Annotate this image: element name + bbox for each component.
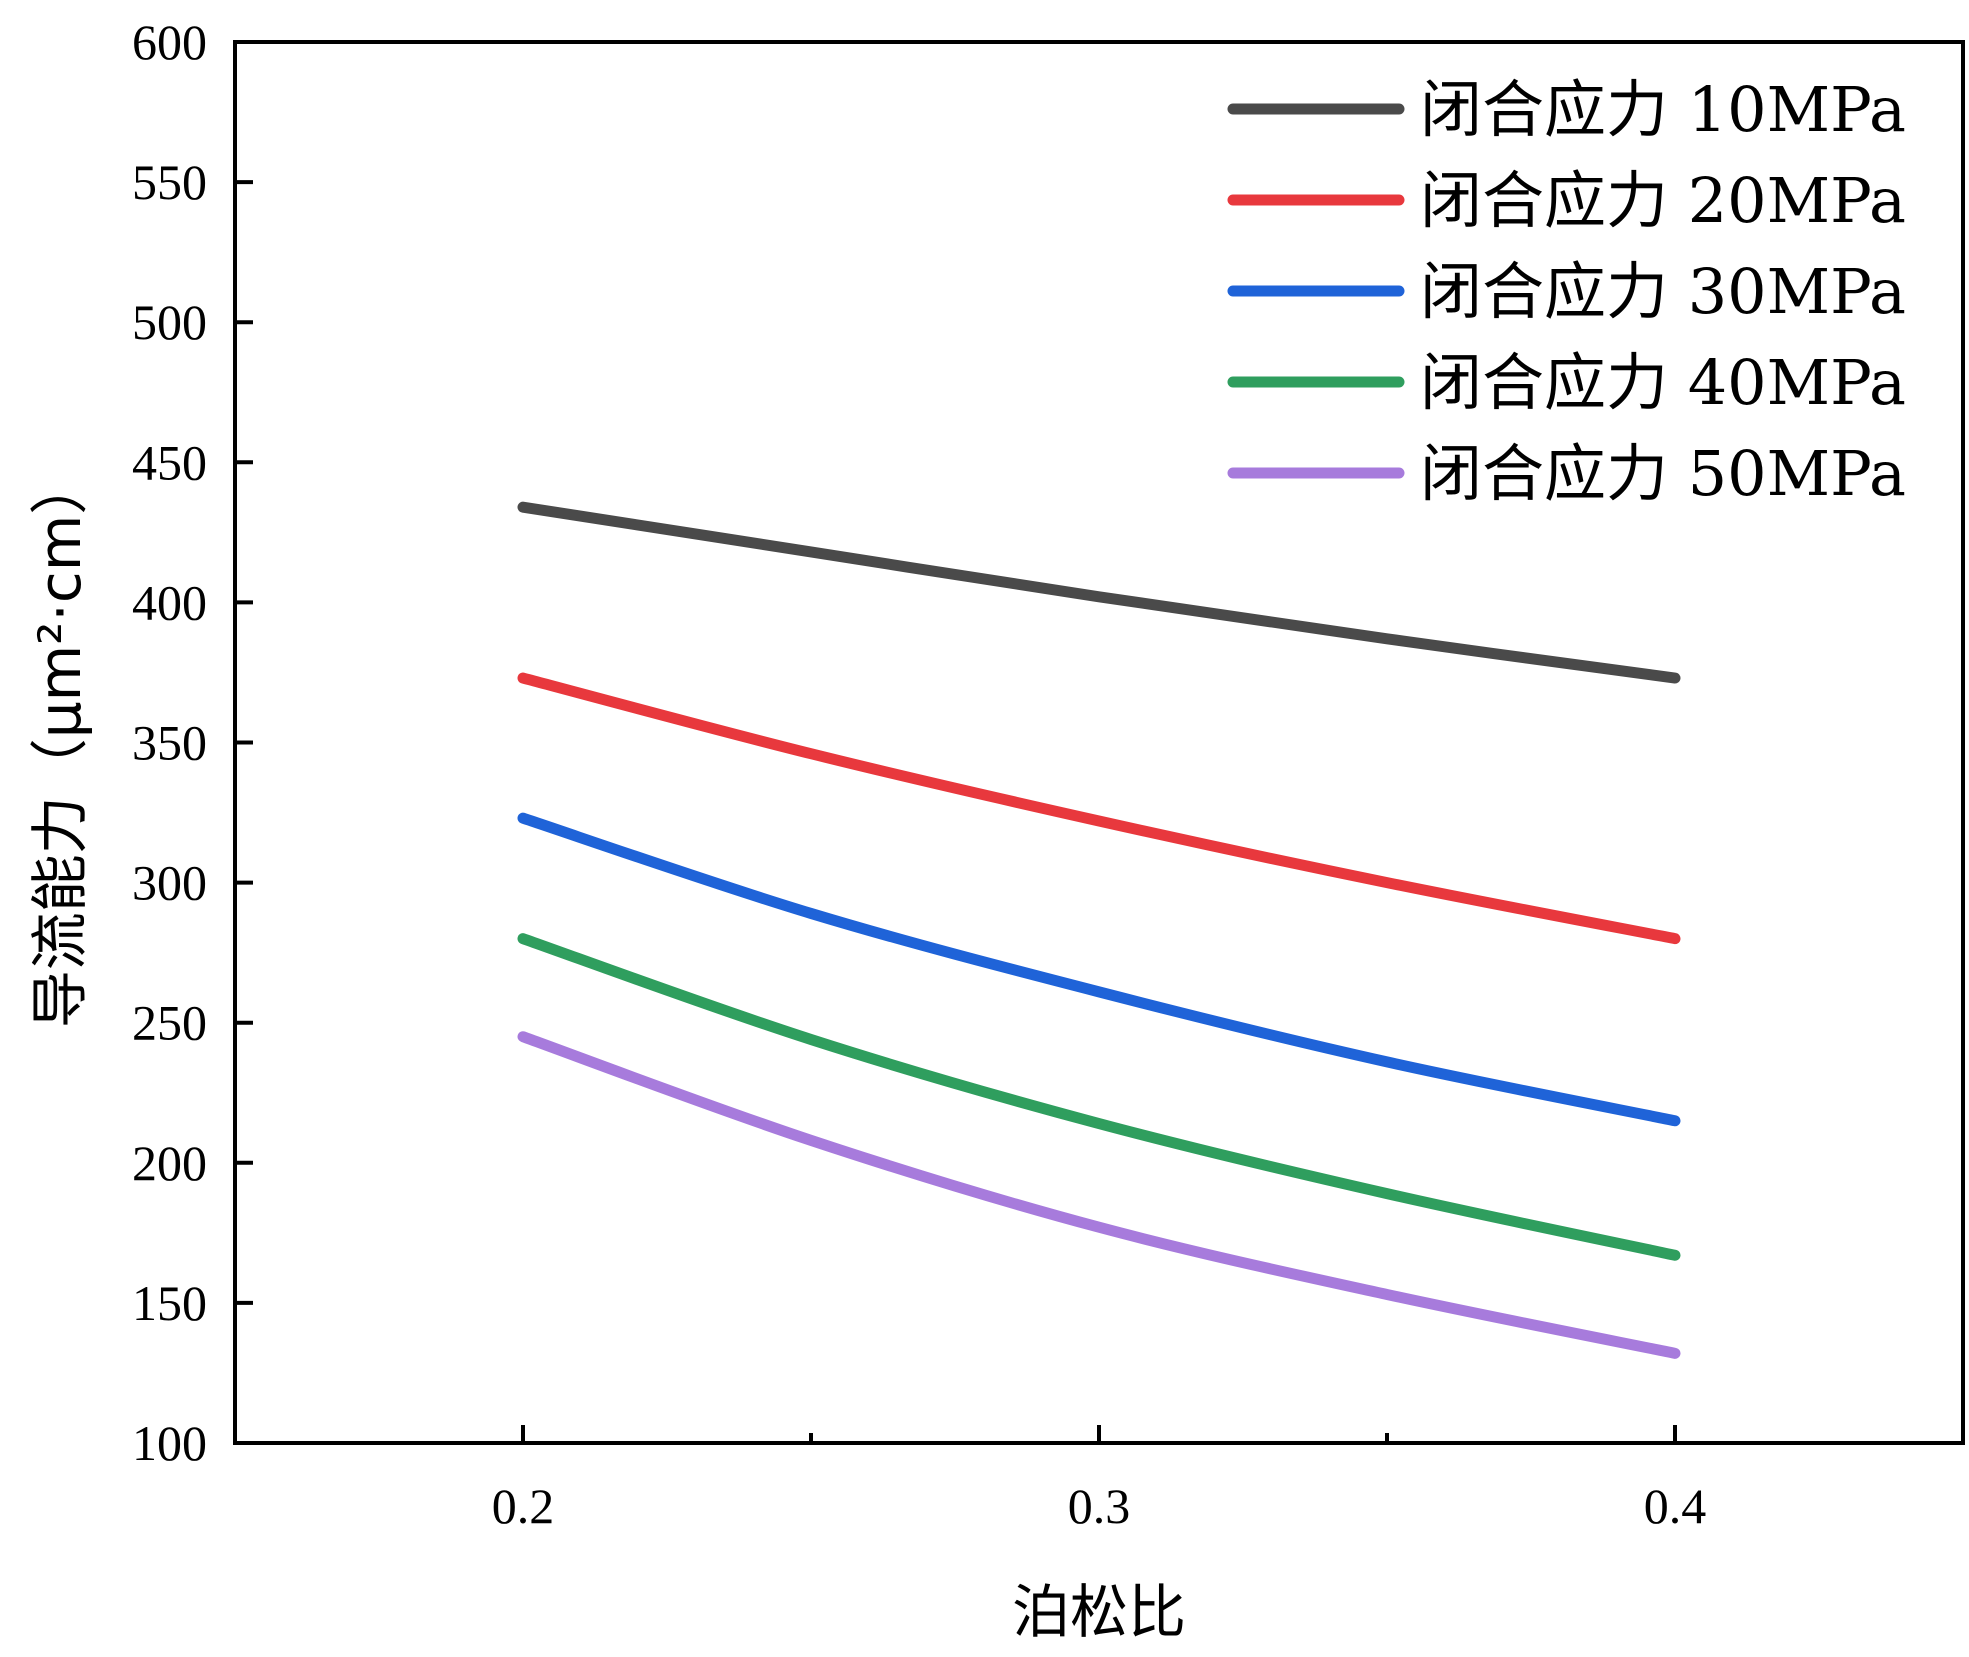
legend-label: 闭合应力 10MPa	[1420, 73, 1906, 146]
legend-label: 闭合应力 40MPa	[1420, 346, 1906, 419]
y-tick-label: 300	[132, 855, 207, 911]
y-tick-label: 550	[132, 154, 207, 210]
legend-label: 闭合应力 20MPa	[1420, 164, 1906, 237]
y-tick-label: 400	[132, 574, 207, 630]
legend-label: 闭合应力 50MPa	[1420, 437, 1906, 510]
x-axis-label: 泊松比	[1012, 1578, 1186, 1646]
legend: 闭合应力 10MPa 闭合应力 20MPa 闭合应力 30MPa 闭合应力 40MPa…	[1227, 73, 1906, 510]
y-tick-label: 200	[132, 1135, 207, 1191]
y-tick-label: 150	[132, 1275, 207, 1331]
series-line-5	[517, 1031, 1681, 1359]
y-axis-ticks: 100 150 200 250 300 350 400 450 500 550 600	[132, 14, 253, 1471]
series-line-1	[517, 501, 1681, 684]
series-line-3	[517, 812, 1681, 1127]
y-tick-label: 350	[132, 715, 207, 771]
series-lines	[517, 501, 1681, 1359]
y-tick-label: 500	[132, 294, 207, 350]
x-tick-label: 0.3	[1068, 1478, 1131, 1534]
x-axis-ticks: 0.2 0.3 0.4	[492, 1425, 1707, 1534]
y-axis-label: 导流能力（μm²·cm）	[26, 457, 94, 1028]
series-line-4	[517, 933, 1681, 1261]
x-tick-label: 0.4	[1644, 1478, 1707, 1534]
series-line-2	[517, 672, 1681, 945]
legend-label: 闭合应力 30MPa	[1420, 255, 1906, 328]
x-tick-label: 0.2	[492, 1478, 555, 1534]
y-tick-label: 450	[132, 434, 207, 490]
y-tick-label: 600	[132, 14, 207, 70]
y-tick-label: 100	[132, 1415, 207, 1471]
y-tick-label: 250	[132, 995, 207, 1051]
